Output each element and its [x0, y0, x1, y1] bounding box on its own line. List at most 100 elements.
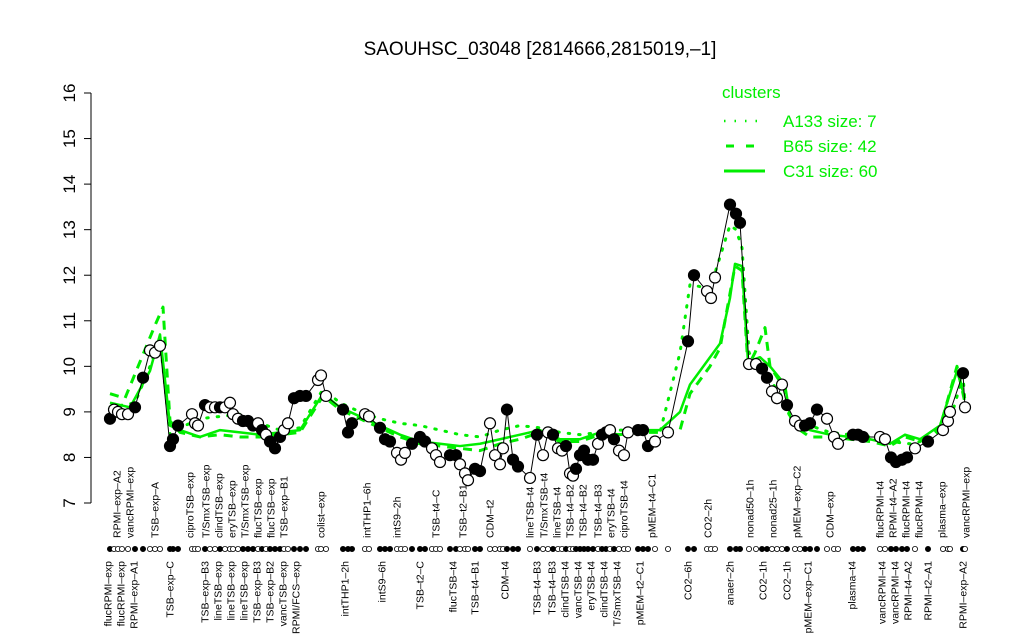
rug-mark — [421, 546, 428, 553]
rug-mark — [877, 546, 884, 553]
x-label-top: nonad25–1h — [768, 479, 780, 538]
sample-rug — [107, 546, 969, 553]
data-point-open — [878, 433, 892, 446]
rug-mark — [545, 546, 552, 553]
rug-mark — [296, 546, 303, 553]
x-label-top: nonad50–1h — [745, 479, 757, 538]
rug-mark — [645, 546, 652, 553]
rug-mark — [712, 546, 719, 553]
data-point-filled — [921, 435, 935, 448]
x-label-bottom: CO2–1h — [782, 561, 794, 600]
rug-mark — [290, 546, 297, 553]
rug-mark — [691, 546, 698, 553]
rug-mark — [652, 546, 659, 553]
data-point-open — [661, 426, 675, 439]
x-label-bottom: RPMI–t2–A1 — [923, 561, 935, 621]
y-tick-label: 13 — [60, 220, 79, 239]
rug-mark — [802, 546, 809, 553]
x-label-bottom: flucTSB–t4 — [448, 561, 460, 613]
data-point-open — [493, 458, 507, 471]
x-label-bottom: vancRPMI–t4 — [877, 561, 889, 624]
x-label-bottom: RPMI/FCS–exp — [291, 561, 303, 634]
x-label-bottom: vancTSB–exp — [278, 561, 290, 627]
x-label-bottom: vancTSB–t4 — [573, 561, 585, 618]
data-point-filled — [607, 433, 621, 446]
data-point-open — [223, 396, 237, 409]
rug-mark — [271, 546, 278, 553]
data-point-filled — [511, 460, 525, 473]
rug-mark — [640, 546, 647, 553]
rug-mark — [764, 546, 771, 553]
x-label-bottom: clindTSB–t4 — [599, 561, 611, 618]
rug-mark — [266, 546, 273, 553]
rug-mark — [211, 546, 218, 553]
rug-mark — [797, 546, 804, 553]
x-label-top: ciproTSB–t4 — [619, 480, 631, 538]
rug-mark — [807, 546, 814, 553]
x-label-top: CDM–t2 — [485, 499, 497, 538]
rug-mark — [146, 546, 153, 553]
data-point-open — [398, 446, 412, 459]
rug-mark — [401, 546, 408, 553]
data-point-filled — [383, 435, 397, 448]
rug-mark — [774, 546, 781, 553]
data-point-open — [281, 417, 295, 430]
rug-mark — [169, 546, 176, 553]
x-label-bottom: intTHP1–2h — [340, 561, 352, 617]
rug-mark — [779, 546, 786, 553]
x-label-top: plasma–exp — [937, 481, 949, 538]
x-label-top: TSB–exp–A — [150, 482, 162, 538]
rug-mark — [244, 546, 251, 553]
data-point-filled — [687, 269, 701, 282]
legend-title: clusters — [722, 83, 781, 102]
data-point-filled — [681, 335, 695, 348]
rug-mark — [365, 546, 372, 553]
rug-mark — [635, 546, 642, 553]
rug-mark — [540, 546, 547, 553]
data-point-open — [704, 291, 718, 305]
rug-mark — [302, 546, 309, 553]
rug-mark — [229, 546, 236, 553]
y-tick-label: 10 — [60, 357, 79, 376]
x-label-top: CO2–2h — [703, 499, 715, 538]
data-point-filled — [760, 371, 774, 384]
rug-mark — [727, 546, 734, 553]
x-label-bottom: TSB–exp–C — [165, 561, 177, 618]
x-label-top: lineTSB–t4 — [552, 486, 564, 538]
x-label-top: flucRPMI–t4 — [875, 481, 887, 538]
rug-mark — [339, 546, 346, 553]
rug-mark — [408, 546, 415, 553]
x-label-bottom: eryTSB–t4 — [586, 561, 598, 611]
x-label-top: T/SmxTSB–exp — [201, 464, 213, 538]
x-label-top: TSB–t4–B3 — [593, 484, 605, 538]
rug-mark — [882, 546, 889, 553]
x-label-bottom: intS9–6h — [377, 561, 389, 603]
x-label-bottom: vancRPMI–t4 — [890, 561, 902, 624]
rug-mark — [125, 546, 132, 553]
data-point-open — [153, 339, 167, 352]
data-point-open — [775, 378, 789, 391]
data-point-open — [496, 442, 510, 455]
rug-mark — [119, 546, 126, 553]
x-label-bottom: flucRPMI–exp — [103, 561, 115, 627]
legend-entry-c31: C31 size: 60 — [783, 162, 878, 181]
rug-mark — [784, 546, 791, 553]
data-point-filled — [636, 424, 650, 437]
data-point-filled — [128, 401, 142, 414]
data-point-filled — [723, 198, 737, 211]
rug-mark — [456, 546, 463, 553]
data-point-filled — [345, 417, 359, 430]
cluster-line-dotted — [108, 223, 967, 446]
x-label-top: T/SmxTSB–t4 — [539, 472, 551, 538]
x-label-top: lineTSB–t4 — [525, 486, 537, 538]
y-tick-label: 15 — [60, 129, 79, 148]
x-label-top: intTHP1–6h — [362, 482, 374, 538]
x-label-top: T/SmxTSB–exp — [240, 464, 252, 538]
x-label-bottom: TSB–exp–B2 — [265, 561, 277, 623]
x-label-bottom: T/SmxTSB–t4 — [612, 561, 624, 627]
x-label-top: CDM–exp — [825, 491, 837, 538]
y-tick-label: 7 — [60, 498, 79, 507]
rug-mark — [590, 546, 597, 553]
x-label-bottom: flucRPMI–exp — [116, 561, 128, 627]
